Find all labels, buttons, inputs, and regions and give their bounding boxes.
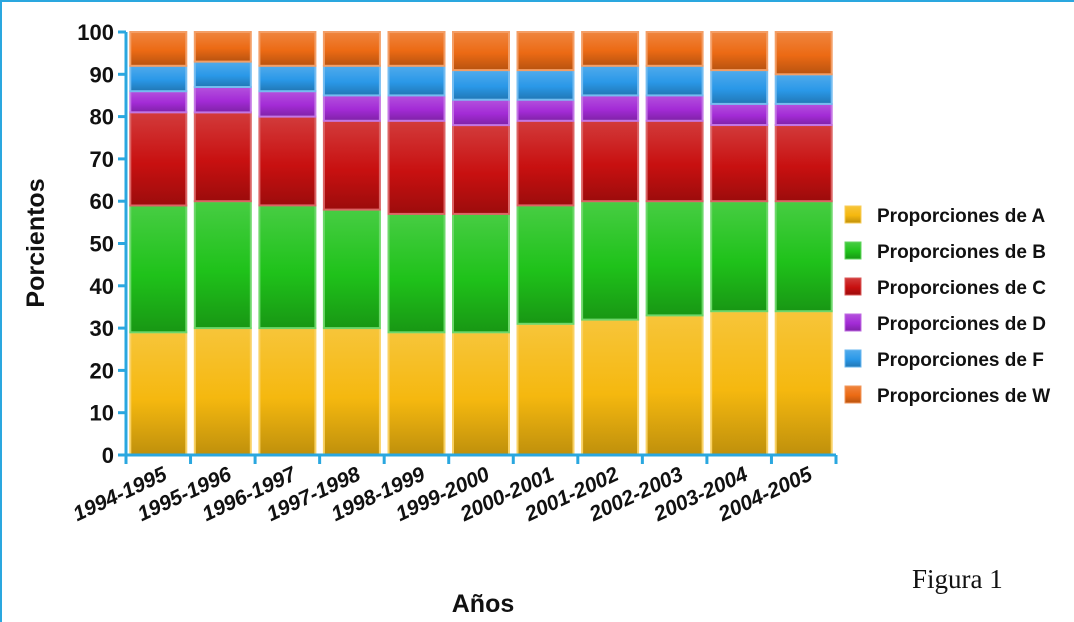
y-tick-label: 70 [90,147,114,172]
bar-segment [645,64,704,97]
bar-segment [516,119,575,207]
bar-segment [452,98,510,127]
bar-segment [774,124,833,203]
bar-segment [516,98,575,122]
bar-segment [452,31,510,72]
y-tick-label: 40 [90,274,114,299]
bar-segment [710,310,769,457]
legend-label: Proporciones de F [877,350,1044,371]
legend: Proporciones de A Proporciones de B Propor… [844,205,1050,407]
bar-segment [581,94,640,122]
bar-segment [193,327,252,457]
bar-segment [193,111,252,203]
bar-segment [452,212,510,334]
bar-segment [129,204,188,334]
bar-segment [452,69,510,101]
legend-swatch [844,205,862,224]
bar-segment [774,73,833,105]
bar-segment [258,204,317,330]
bar-segment [387,31,446,67]
bar-segment [581,119,640,203]
legend-swatch [844,277,862,296]
bar-segment [774,102,833,127]
bar-segment [774,310,833,457]
bar-segment [710,31,769,72]
bar-segment [258,327,317,457]
y-axis-label: Porcientos [22,178,50,307]
bar-segment [581,200,640,321]
bar-segment [193,200,252,330]
bar-segment [387,94,446,122]
bar-segment [710,102,769,127]
bar-segment [710,200,769,313]
y-tick-label: 90 [90,62,114,87]
bar-segment [516,31,575,72]
legend-label: Proporciones de B [877,242,1046,263]
bar-segment [710,69,769,105]
bar-segment [322,119,381,211]
y-tick-label: 100 [77,20,114,45]
y-tick-label: 30 [90,316,114,341]
legend-label: Proporciones de C [877,278,1046,299]
bar-segment [645,94,704,122]
bar-segment [129,331,188,456]
bar-segment [645,119,704,203]
bar-segment [774,200,833,313]
bars-layer [129,31,833,457]
bar-segment [645,314,704,456]
y-tick-label: 10 [90,401,114,426]
y-tick-label: 20 [90,358,114,383]
bar-segment [322,31,381,67]
legend-swatch [844,385,862,404]
y-tick-label: 80 [90,105,114,130]
y-tick-label: 50 [90,232,114,257]
x-ticks-layer: 1994-19951995-19961996-19971997-19981998… [70,455,838,526]
legend-swatch [844,349,862,368]
bar-segment [645,31,704,67]
bar-segment [452,124,510,215]
bar-segment [322,64,381,97]
bar-segment [322,94,381,122]
figure-caption: Figura 1 [912,564,1003,594]
bar-segment [581,318,640,456]
bar-segment [516,322,575,456]
legend-swatch [844,313,862,332]
bar-segment [774,31,833,76]
bar-segment [129,31,188,67]
bar-segment [193,86,252,114]
bar-segment [322,327,381,457]
legend-label: Proporciones de W [877,386,1050,407]
bar-segment [322,208,381,330]
y-tick-label: 0 [102,443,114,468]
bar-segment [129,111,188,207]
bar-segment [193,31,252,63]
bar-segment [387,64,446,97]
y-ticks-layer: 0 10 20 30 40 50 60 70 80 90 100 [77,20,126,468]
legend-label: Proporciones de A [877,206,1045,227]
bar-segment [258,64,317,93]
bar-segment [581,64,640,97]
bar-segment [258,90,317,118]
bar-segment [258,31,317,67]
bar-segment [129,64,188,93]
x-axis-label: Años [452,590,515,618]
bar-segment [452,331,510,456]
bar-segment [516,204,575,325]
bar-segment [387,119,446,215]
legend-label: Proporciones de D [877,314,1046,335]
bar-segment [516,69,575,101]
bar-segment [258,115,317,207]
y-tick-label: 60 [90,189,114,214]
bar-segment [645,200,704,317]
bar-segment [193,60,252,88]
bar-segment [710,124,769,203]
bar-segment [387,331,446,456]
bar-segment [387,212,446,334]
bar-segment [581,31,640,67]
bar-segment [129,90,188,114]
legend-swatch [844,241,862,260]
